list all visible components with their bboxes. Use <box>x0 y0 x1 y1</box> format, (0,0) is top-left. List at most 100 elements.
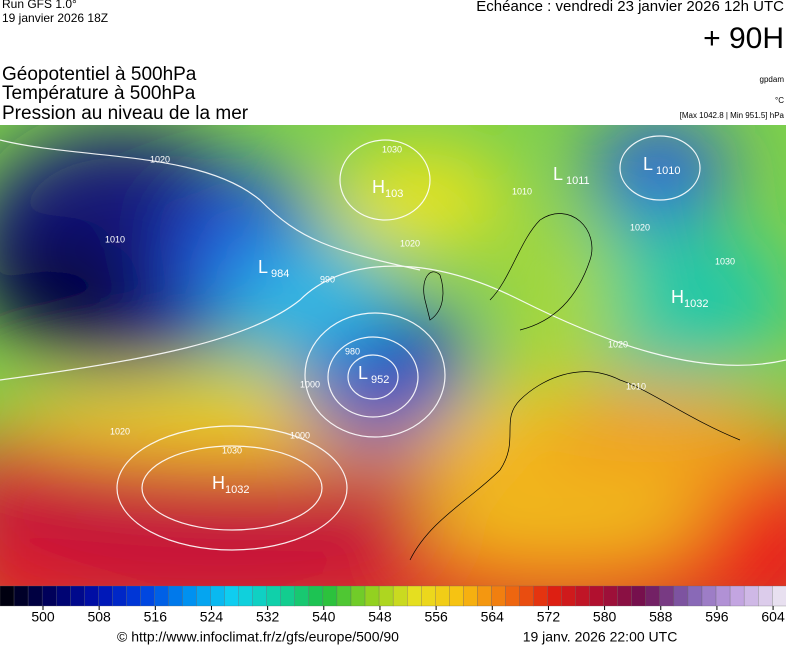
unit: °C <box>775 96 784 105</box>
colorbar-swatch <box>182 585 197 607</box>
colorbar: 500 508 516 524 532 540 548 556 564 572 580 588 596 6… <box>0 585 786 625</box>
colorbar-swatch <box>631 585 646 607</box>
source-url: © http://www.infoclimat.fr/z/gfs/europe/… <box>117 629 399 645</box>
colorbar-label: 524 <box>200 609 224 625</box>
colorbar-swatch <box>266 585 281 607</box>
colorbar-swatch <box>294 585 310 607</box>
center-value: 1010 <box>656 165 680 177</box>
colorbar-swatch <box>126 585 141 607</box>
isobar-label: 1010 <box>626 381 646 391</box>
lead-time: + 90H <box>703 22 784 55</box>
colorbar-swatch <box>70 585 85 607</box>
isobar-label: 1020 <box>630 222 650 232</box>
colorbar-swatch <box>603 585 618 607</box>
center-type: H <box>212 473 225 493</box>
colorbar-swatch <box>533 585 548 607</box>
colorbar-label: 508 <box>87 609 111 625</box>
isobar-label: 1010 <box>105 234 125 244</box>
colorbar-label: 548 <box>368 609 392 625</box>
colorbar-swatch <box>336 585 352 607</box>
title: Pression au niveau de la mer <box>2 103 249 124</box>
center-type: L <box>358 363 368 383</box>
colorbar-swatch <box>112 585 127 607</box>
center-value: 984 <box>271 268 289 280</box>
center-type: L <box>258 257 268 277</box>
colorbar-swatch <box>505 585 520 607</box>
isobar-label: 1020 <box>110 426 130 436</box>
colorbar-label: 500 <box>31 609 55 625</box>
title: Géopotentiel à 500hPa <box>2 64 197 85</box>
center-value: 103 <box>385 188 403 200</box>
colorbar-swatch <box>435 585 450 607</box>
center-value: 1032 <box>684 298 708 310</box>
colorbar-label: 556 <box>424 609 448 625</box>
isobar-label: 1020 <box>608 339 628 349</box>
generated-time: 19 janv. 2026 22:00 UTC <box>523 629 678 645</box>
center-type: H <box>372 177 385 197</box>
colorbar-swatch <box>350 585 366 607</box>
colorbar-swatch <box>463 585 478 607</box>
colorbar-swatch <box>13 585 29 607</box>
colorbar-swatch <box>280 585 295 607</box>
colorbar-label: 516 <box>144 609 168 625</box>
isobars <box>0 135 786 551</box>
colorbar-swatch <box>392 585 408 607</box>
colorbar-swatch <box>547 585 562 607</box>
colorbar-label: 532 <box>256 609 280 625</box>
colorbar-label: 540 <box>312 609 336 625</box>
isobar-label: 1000 <box>300 379 320 389</box>
colorbar-swatch <box>491 585 506 607</box>
colorbar-swatch <box>210 585 225 607</box>
echeance: Echéance : vendredi 23 janvier 2026 12h … <box>476 0 784 15</box>
colorbar-swatch <box>0 585 15 607</box>
colorbar-swatch <box>407 585 422 607</box>
unit: [Max 1042.8 | Min 951.5] hPa <box>680 111 785 120</box>
colorbar-swatch <box>715 585 731 607</box>
run: Run GFS 1.0° <box>2 0 77 11</box>
colorbar-label: 596 <box>705 609 729 625</box>
isobar-label: 1010 <box>512 186 532 196</box>
colorbar-swatch <box>252 585 267 607</box>
colorbar-label: 588 <box>649 609 673 625</box>
colorbar-swatch <box>645 585 661 607</box>
title: Température à 500hPa <box>2 83 196 104</box>
colorbar-swatch <box>41 585 57 607</box>
colorbar-swatch <box>56 585 71 607</box>
center-value: 1032 <box>225 484 249 496</box>
colorbar-swatch <box>154 585 169 607</box>
colorbar-swatch <box>168 585 183 607</box>
isobar-label: 1030 <box>715 256 735 266</box>
colorbar-label: 564 <box>481 609 505 625</box>
colorbar-swatch <box>196 585 211 607</box>
colorbar-swatch <box>758 585 773 607</box>
isobar-label: 990 <box>320 274 335 284</box>
center-type: L <box>643 154 653 174</box>
colorbar-swatch <box>378 585 394 607</box>
colorbar-label: 580 <box>593 609 617 625</box>
center-type: L <box>553 164 563 184</box>
isobar-label: 1000 <box>290 430 310 440</box>
colorbar-swatch <box>589 585 604 607</box>
colorbar-swatch <box>659 585 675 607</box>
colorbar-swatch <box>743 585 759 607</box>
colorbar-swatch <box>98 585 113 607</box>
colorbar-label: 572 <box>537 609 561 625</box>
colorbar-swatch <box>84 585 99 607</box>
colorbar-swatch <box>322 585 338 607</box>
colorbar-swatch <box>421 585 436 607</box>
run-date: 19 janvier 2026 18Z <box>2 11 108 25</box>
colorbar-swatch <box>561 585 576 607</box>
colorbar-swatch <box>308 585 324 607</box>
colorbar-swatch <box>364 585 380 607</box>
colorbar-swatch <box>617 585 632 607</box>
colorbar-swatch <box>687 585 703 607</box>
colorbar-swatch <box>224 585 239 607</box>
unit: gpdam <box>760 75 785 84</box>
center-value: 1011 <box>566 175 590 187</box>
colorbar-swatch <box>140 585 155 607</box>
isobar-label: 1020 <box>400 238 420 248</box>
colorbar-label: 604 <box>761 609 785 625</box>
colorbar-swatch <box>238 585 253 607</box>
colorbar-swatch <box>575 585 590 607</box>
